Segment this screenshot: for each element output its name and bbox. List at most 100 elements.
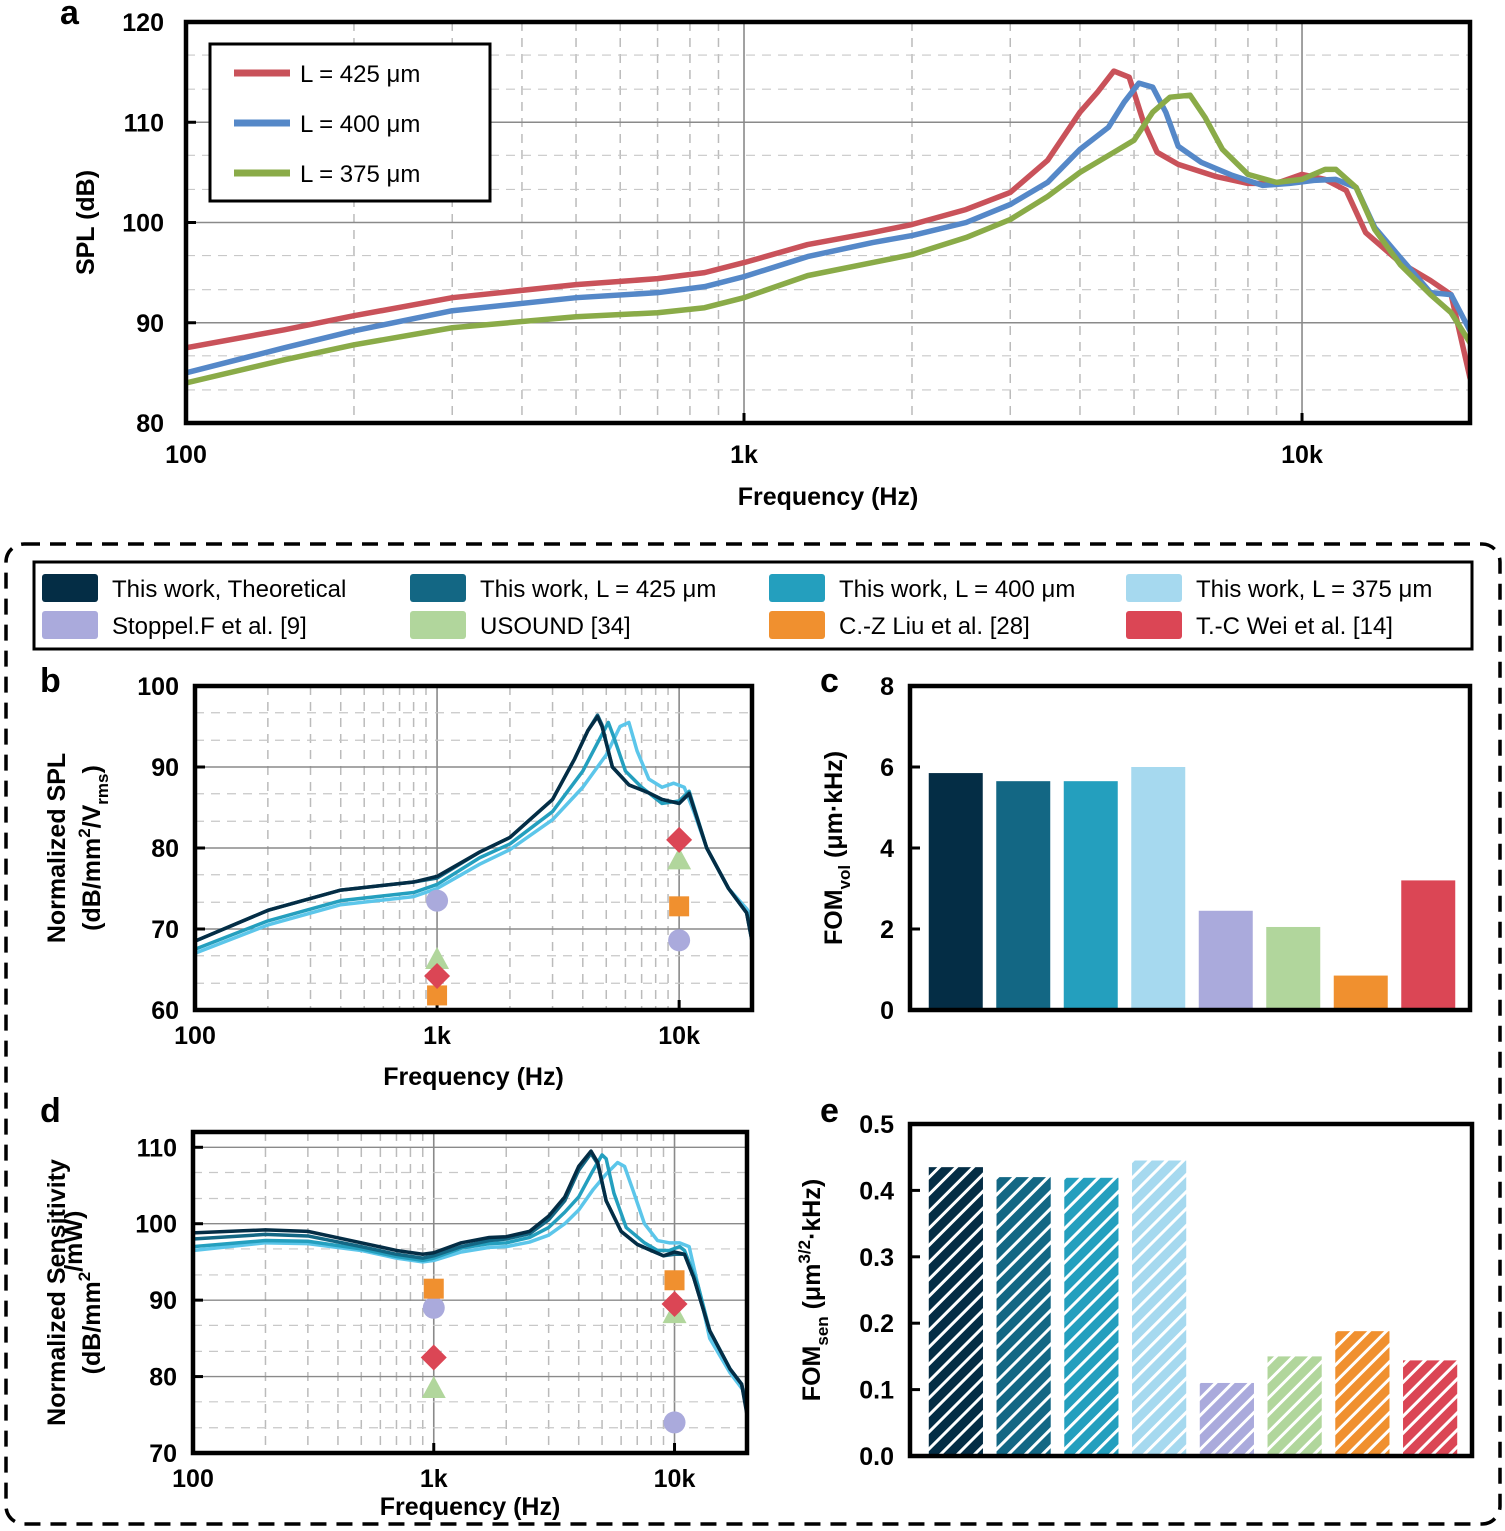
bar	[1335, 1331, 1390, 1456]
y-axis-label: SPL (dB)	[72, 170, 100, 275]
y-axis-label: Normalized Sensitivity	[43, 1159, 71, 1426]
y-tick-label: 90	[149, 1287, 177, 1315]
y-tick-label: 6	[880, 754, 894, 782]
bar	[1199, 1382, 1254, 1456]
label-span: 2	[75, 828, 94, 837]
x-tick-label: 100	[172, 1465, 214, 1493]
data-marker	[661, 1290, 688, 1317]
y-axis-label: Normalized SPL	[43, 753, 71, 943]
label-span: (μm	[798, 1264, 826, 1317]
label-span: /V	[78, 804, 106, 828]
bar	[1198, 910, 1253, 1010]
y-tick-label: 2	[880, 916, 894, 944]
y-tick-label: 90	[151, 754, 179, 782]
chart-panel-c: 0 2 4 6 8 FOMvol (μm·kHz)	[820, 673, 1473, 1025]
chart-panel-a: 80 90 100 110 120 100 1k 10k Frequency (Hz) SPL (…	[72, 9, 1473, 511]
plot-area	[910, 686, 1470, 1010]
legend-swatch	[42, 574, 98, 602]
x-tick-label: 1k	[423, 1022, 451, 1050]
legend-label: L = 400 μm	[300, 111, 420, 138]
y-tick-label: 100	[137, 673, 179, 701]
y-tick-label: 90	[136, 310, 164, 338]
legend-swatch	[42, 611, 98, 639]
bar	[996, 1177, 1051, 1456]
y-tick-label: 120	[122, 9, 164, 37]
plot-area	[193, 1132, 747, 1453]
x-tick-label: 100	[174, 1022, 216, 1050]
legend-label: T.-C Wei et al. [14]	[1196, 613, 1393, 640]
shared-legend: This work, Theoretical This work, L = 425…	[32, 560, 1474, 651]
label-span: /mW)	[60, 1211, 88, 1272]
y-axis-label: FOMsen (μm3/2·kHz)	[795, 1179, 832, 1401]
y-tick-label: 4	[880, 835, 894, 863]
series-group	[186, 68, 1470, 386]
data-marker	[667, 847, 692, 870]
bar	[996, 781, 1051, 1010]
bar	[1131, 767, 1186, 1010]
y-tick-label: 0.1	[859, 1377, 894, 1405]
series-line	[186, 68, 1470, 381]
chart-panel-e: 0.0 0.1 0.2 0.3 0.4 0.5 FOMsen (μm3/2·kHz)	[795, 1111, 1475, 1471]
plot-border	[907, 683, 1473, 1013]
bar	[928, 1167, 983, 1456]
y-tick-label: 100	[135, 1211, 177, 1239]
x-tick-label: 10k	[1281, 441, 1323, 469]
label-span: vol	[835, 865, 854, 890]
bar	[1333, 975, 1388, 1010]
data-marker	[427, 985, 448, 1006]
y-tick-label: 70	[151, 916, 179, 944]
data-marker	[666, 826, 693, 853]
bar	[1063, 781, 1118, 1010]
y-tick-label: 0.5	[859, 1111, 894, 1139]
y-tick-label: 110	[124, 109, 164, 137]
legend-label: This work, L = 425 μm	[480, 576, 716, 603]
plot-border	[192, 683, 755, 1013]
x-tick-label: 100	[165, 441, 207, 469]
legend-swatch	[1126, 611, 1182, 639]
y-tick-label: 80	[136, 410, 164, 438]
legend-label: L = 375 μm	[300, 161, 420, 188]
y-tick-label: 0	[880, 997, 894, 1025]
label-span: sen	[813, 1316, 832, 1345]
label-span: rms	[93, 773, 112, 804]
series-line	[186, 92, 1470, 386]
series-line	[193, 1149, 747, 1416]
legend-label: This work, Theoretical	[112, 576, 346, 603]
x-axis-label: Frequency (Hz)	[383, 1063, 564, 1091]
chart-panel-d: 70 80 90 100 110 100 1k 10k Frequency (Hz) Normal…	[43, 1129, 750, 1521]
legend-swatch	[410, 611, 466, 639]
plot-border	[190, 1129, 750, 1456]
data-marker	[421, 1376, 446, 1399]
x-tick-label: 10k	[658, 1022, 700, 1050]
x-axis-label: Frequency (Hz)	[738, 483, 919, 511]
legend-label: L = 425 μm	[300, 61, 420, 88]
legend-label: This work, L = 375 μm	[1196, 576, 1432, 603]
y-tick-label: 0.2	[859, 1310, 894, 1338]
legend-swatch	[1126, 574, 1182, 602]
legend-box	[32, 560, 1474, 651]
legend-swatch	[410, 574, 466, 602]
panel-label-d: d	[40, 1092, 61, 1130]
y-tick-label: 0.3	[859, 1244, 894, 1272]
legend-swatch	[769, 611, 825, 639]
legend-swatch	[769, 574, 825, 602]
data-marker	[426, 889, 449, 912]
y-tick-label: 8	[880, 673, 894, 701]
legend-label: USOUND [34]	[480, 613, 631, 640]
panel-label-c: c	[820, 662, 839, 700]
x-tick-label: 10k	[654, 1465, 696, 1493]
x-tick-label: 1k	[730, 441, 758, 469]
y-tick-label: 60	[151, 997, 179, 1025]
label-span: ·kHz)	[798, 1179, 826, 1240]
dashed-frame	[4, 542, 1502, 1526]
label-span: FOM	[798, 1346, 826, 1402]
panel-label-b: b	[40, 662, 61, 700]
label-span: (dB/mm	[78, 1281, 106, 1374]
data-marker	[663, 1411, 686, 1434]
label-span: 3/2	[795, 1240, 814, 1264]
y-axis-label: FOMvol (μm·kHz)	[820, 751, 854, 945]
y-tick-label: 70	[149, 1440, 177, 1468]
y-tick-label: 0.4	[859, 1177, 894, 1205]
bar	[1266, 926, 1321, 1010]
y-axis-label-units: (dB/mm2/Vrms)	[75, 765, 112, 931]
